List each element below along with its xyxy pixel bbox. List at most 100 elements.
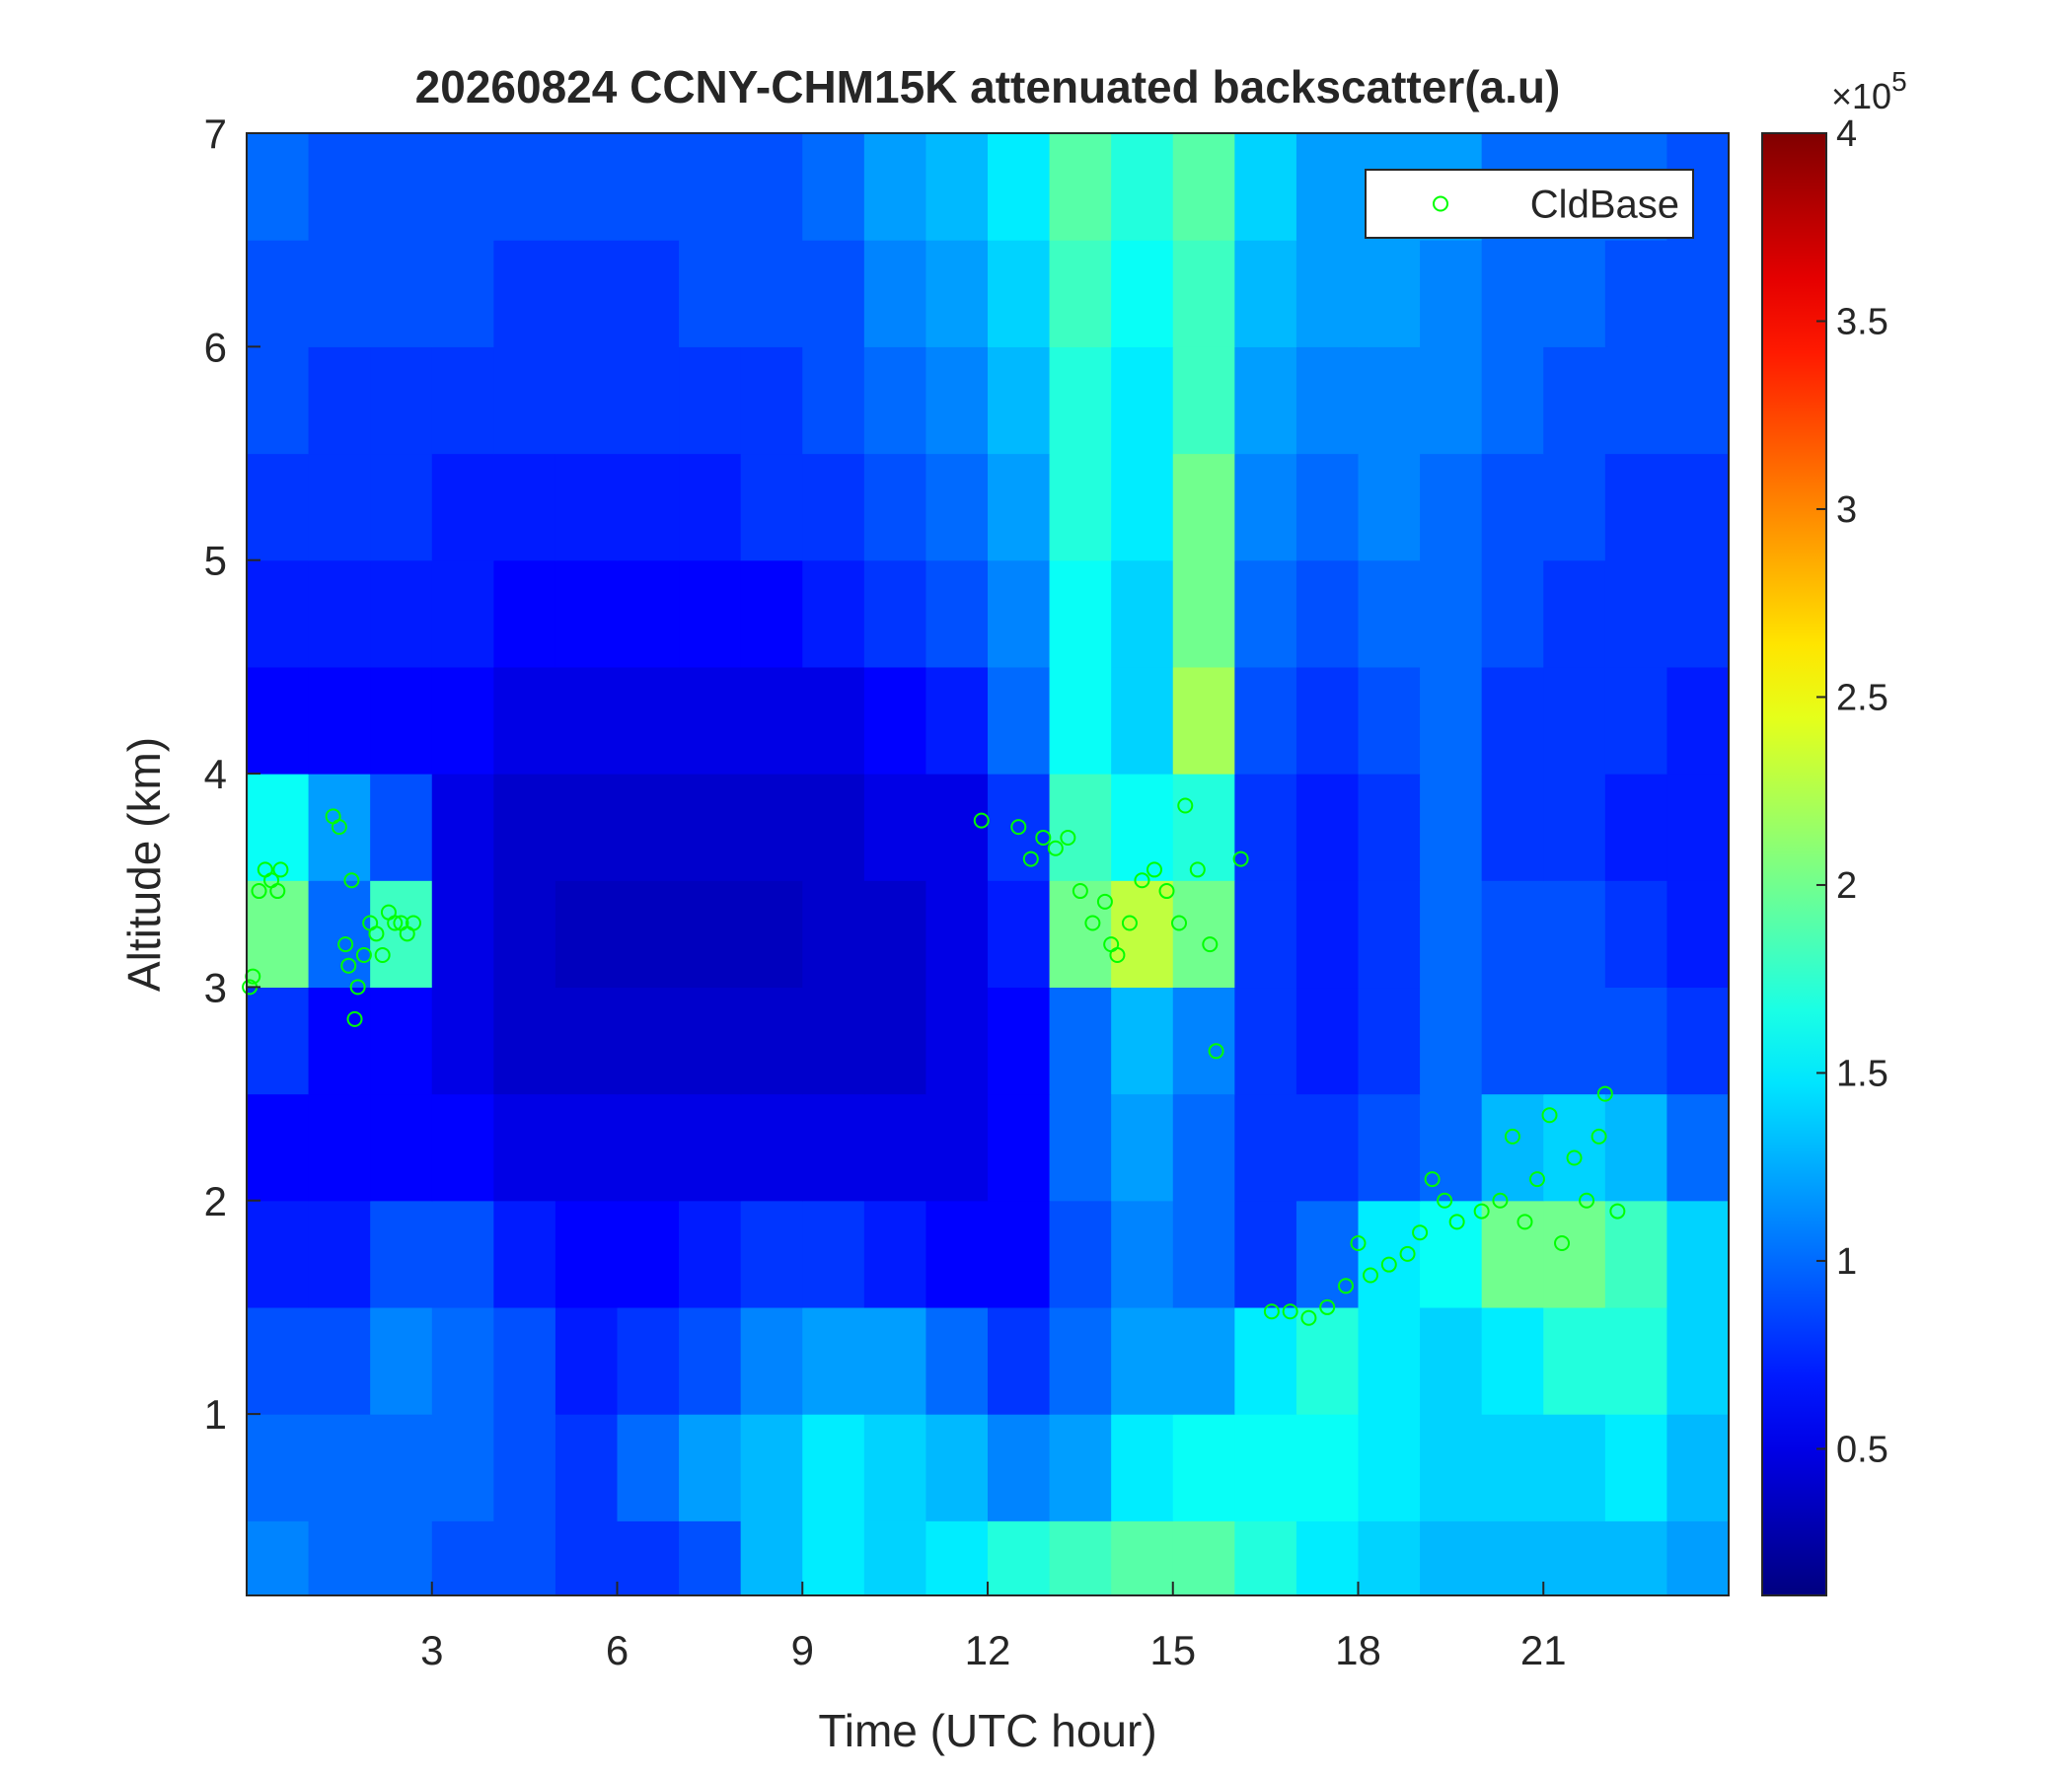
heatmap-cell [1666, 774, 1730, 881]
heatmap-cell [1420, 240, 1483, 347]
heatmap-cell [1111, 774, 1174, 881]
cloud-base-point [1232, 851, 1249, 867]
heatmap-cell [555, 133, 619, 241]
heatmap-cell [493, 240, 556, 347]
heatmap-cell [617, 559, 680, 668]
heatmap-cell [988, 559, 1051, 668]
heatmap-cell [802, 880, 865, 989]
y-tick-label: 1 [204, 1391, 227, 1438]
heatmap-cell [863, 987, 927, 1095]
heatmap-cell [431, 1414, 494, 1521]
heatmap-cell [431, 1520, 494, 1596]
heatmap-cell [863, 1093, 927, 1202]
heatmap-cell [1111, 1414, 1174, 1521]
legend-label: CldBase [1530, 184, 1679, 227]
heatmap-cell [863, 1200, 927, 1308]
heatmap-cell [1234, 1200, 1297, 1308]
heatmap-cell [740, 1520, 803, 1596]
heatmap-cell [1420, 1414, 1483, 1521]
heatmap-cell [1049, 1414, 1112, 1521]
heatmap-cell [802, 1414, 865, 1521]
cloud-base-point [1579, 1192, 1595, 1209]
heatmap-cell [1172, 1414, 1235, 1521]
heatmap-cell [679, 133, 742, 241]
cloud-base-point [368, 925, 385, 942]
cloud-base-point [1202, 936, 1219, 953]
heatmap-cell [802, 666, 865, 775]
cloud-base-point [349, 979, 366, 996]
heatmap-cell [1234, 987, 1297, 1095]
heatmap-cell [802, 1200, 865, 1308]
heatmap-cell [679, 987, 742, 1095]
x-tick-label: 12 [965, 1627, 1011, 1673]
heatmap-cell [308, 666, 371, 775]
heatmap-cell [925, 1093, 989, 1202]
heatmap-cell [1358, 1200, 1421, 1308]
heatmap-cell [740, 774, 803, 881]
heatmap-cell [431, 880, 494, 989]
heatmap-cell [1420, 346, 1483, 455]
heatmap-cell [1049, 559, 1112, 668]
heatmap-cell [431, 1200, 494, 1308]
heatmap-cell [493, 1093, 556, 1202]
heatmap-cell [1049, 240, 1112, 347]
heatmap-cell [863, 133, 927, 241]
heatmap-cell [1234, 240, 1297, 347]
heatmap-cell [1295, 774, 1360, 881]
heatmap-cell [925, 240, 989, 347]
heatmap-cell [988, 1306, 1051, 1415]
heatmap-cell [740, 240, 803, 347]
heatmap-cell [247, 346, 310, 455]
heatmap-cell [1543, 1093, 1606, 1202]
heatmap-cell [1543, 453, 1606, 561]
heatmap-cell [679, 1200, 742, 1308]
heatmap-cell [988, 1093, 1051, 1202]
heatmap-cell [863, 453, 927, 561]
heatmap-cell [988, 774, 1051, 881]
heatmap-cell [308, 453, 371, 561]
heatmap-cell [431, 987, 494, 1095]
heatmap-cell [679, 666, 742, 775]
cloud-base-point [1363, 1267, 1379, 1284]
heatmap-cell [1049, 774, 1112, 881]
heatmap-cell [1420, 453, 1483, 561]
heatmap-cell [1481, 880, 1544, 989]
colorbar-tick-label: 3.5 [1836, 301, 1888, 342]
cloud-base-point [331, 819, 347, 836]
heatmap-cell [679, 774, 742, 881]
heatmap-cell [431, 559, 494, 668]
cloud-base-point [1096, 893, 1113, 910]
cloud-base-point [1035, 829, 1052, 846]
heatmap-cell [431, 666, 494, 775]
heatmap-cell [1111, 346, 1174, 455]
heatmap-cell [863, 880, 927, 989]
heatmap-cell [493, 987, 556, 1095]
heatmap-cell [493, 774, 556, 881]
heatmap-cell [617, 666, 680, 775]
heatmap-cell [308, 346, 371, 455]
heatmap-cell [925, 987, 989, 1095]
heatmap-cell [802, 1093, 865, 1202]
heatmap-cell [1049, 133, 1112, 241]
colorbar-tick-label: 1 [1836, 1241, 1857, 1283]
heatmap-cell [1049, 1520, 1112, 1596]
heatmap-cell [679, 1414, 742, 1521]
heatmap-cell [617, 453, 680, 561]
heatmap-cell [555, 240, 619, 347]
heatmap-cell [1234, 453, 1297, 561]
heatmap-cell [863, 1414, 927, 1521]
heatmap-cell [1604, 1520, 1668, 1596]
cloud-base-point [1319, 1298, 1336, 1315]
heatmap-cell [247, 453, 310, 561]
cloud-base-point [1134, 872, 1150, 889]
heatmap-cell [1604, 1093, 1668, 1202]
heatmap-cell [247, 559, 310, 668]
cloud-base-point [1399, 1245, 1416, 1262]
heatmap-cell [1666, 1093, 1730, 1202]
heatmap-cell [1481, 666, 1544, 775]
heatmap-cell [1111, 240, 1174, 347]
heatmap-cell [988, 1520, 1051, 1596]
heatmap-cell [1420, 987, 1483, 1095]
heatmap-cell [555, 987, 619, 1095]
